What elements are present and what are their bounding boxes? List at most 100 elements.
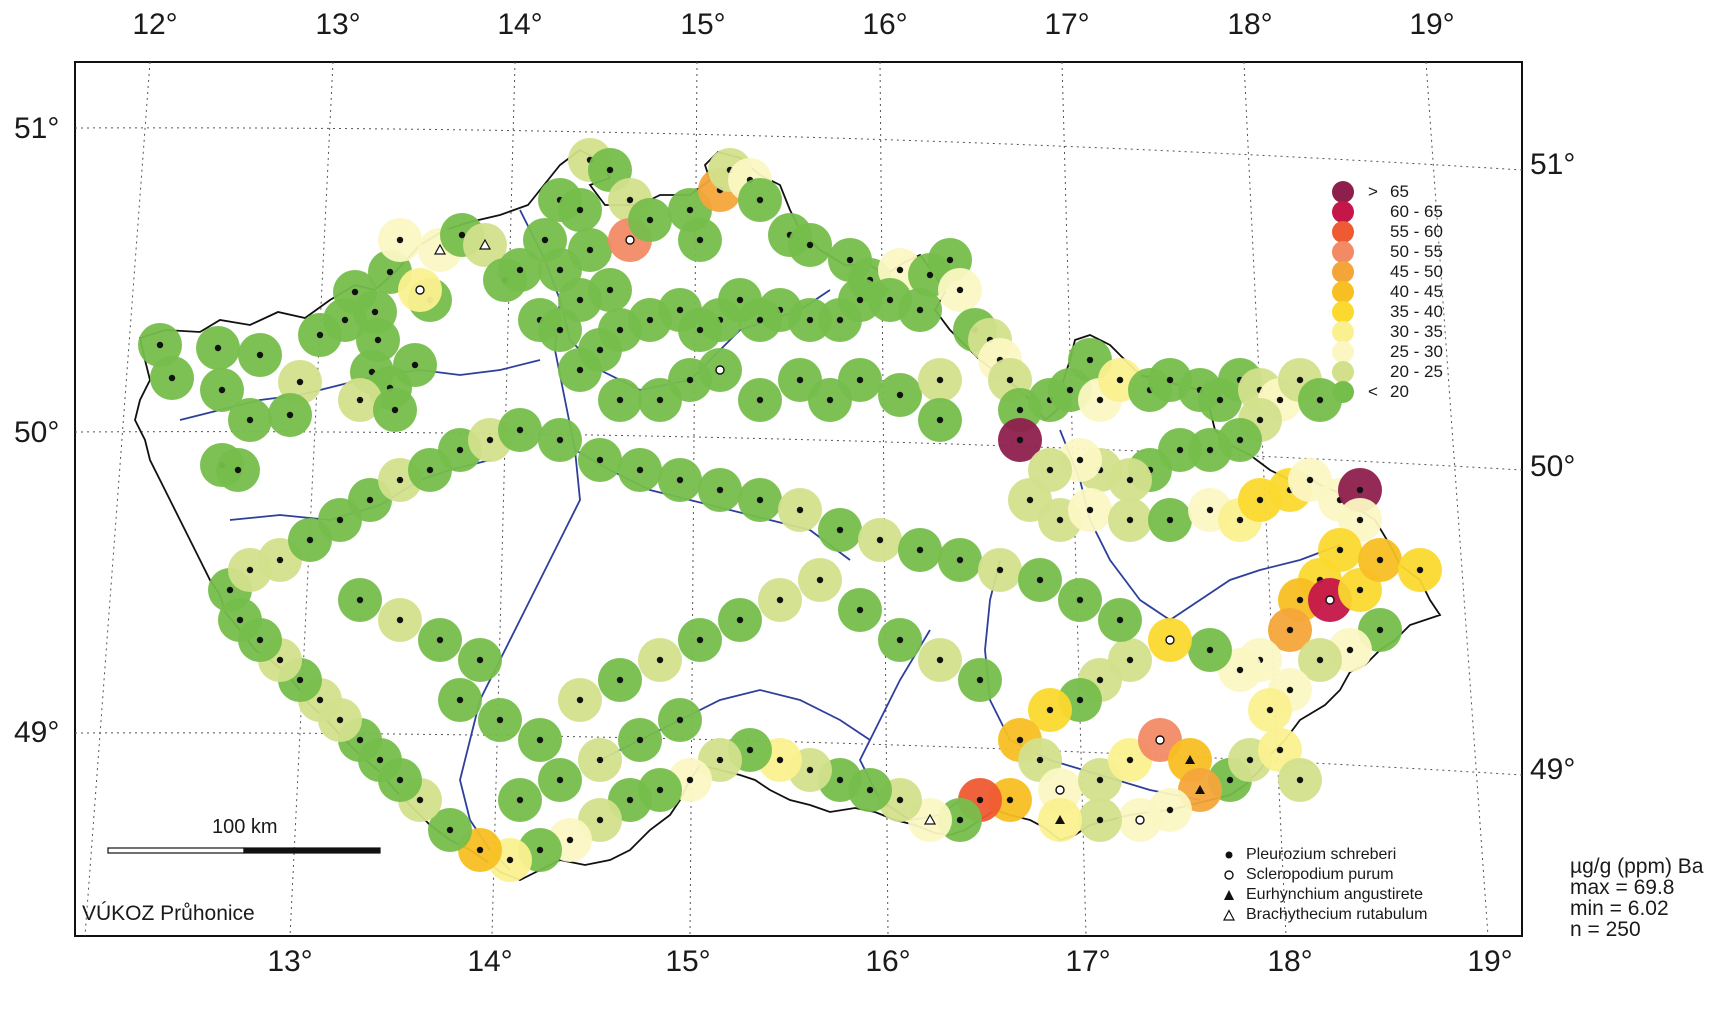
filled-circle-icon — [896, 266, 904, 274]
legend-row: <20 — [1332, 381, 1409, 403]
filled-circle-icon — [856, 296, 864, 304]
legend-operator: > — [1368, 182, 1378, 201]
filled-circle-icon — [341, 316, 349, 324]
legend-row: 30 - 35 — [1332, 321, 1443, 343]
bottom-lon-label-13: 13° — [267, 945, 313, 978]
species-name: Pleurozium schreberi — [1246, 846, 1397, 863]
filled-circle-icon — [806, 316, 814, 324]
filled-circle-icon — [886, 296, 894, 304]
filled-circle-icon — [1296, 776, 1304, 784]
filled-circle-icon — [916, 306, 924, 314]
filled-circle-icon — [896, 636, 904, 644]
filled-circle-icon — [1126, 516, 1134, 524]
filled-circle-icon — [1286, 626, 1294, 634]
filled-circle-icon — [1206, 646, 1214, 654]
filled-circle-icon — [446, 826, 454, 834]
filled-circle-icon — [576, 366, 584, 374]
filled-circle-icon — [676, 476, 684, 484]
legend-swatch — [1332, 201, 1354, 223]
filled-circle-icon — [716, 486, 724, 494]
filled-circle-icon — [556, 326, 564, 334]
filled-circle-icon — [776, 756, 784, 764]
filled-circle-icon — [686, 376, 694, 384]
legend-swatch — [1332, 361, 1354, 383]
filled-circle-icon — [896, 391, 904, 399]
filled-circle-icon — [476, 846, 484, 854]
filled-circle-icon — [1006, 376, 1014, 384]
filled-circle-icon — [636, 736, 644, 744]
filled-circle-icon — [846, 256, 854, 264]
legend-range: 30 - 35 — [1390, 322, 1443, 341]
filled-circle-icon — [1206, 446, 1214, 454]
filled-circle-icon — [736, 616, 744, 624]
filled-circle-icon — [556, 266, 564, 274]
filled-circle-icon — [1096, 776, 1104, 784]
filled-circle-icon — [606, 166, 614, 174]
filled-circle-icon — [776, 596, 784, 604]
filled-circle-icon — [371, 308, 379, 316]
legend-row: 20 - 25 — [1332, 361, 1443, 383]
filled-circle-icon — [356, 596, 364, 604]
n-line: n = 250 — [1570, 918, 1641, 941]
filled-circle-icon — [506, 856, 514, 864]
filled-circle-icon — [1066, 386, 1074, 394]
filled-circle-icon — [556, 436, 564, 444]
filled-circle-icon — [716, 756, 724, 764]
filled-circle-icon — [756, 496, 764, 504]
legend-swatch — [1332, 341, 1354, 363]
open-circle-icon — [1055, 785, 1065, 795]
filled-circle-icon — [696, 636, 704, 644]
right-lat-label-50: 50° — [1530, 450, 1576, 483]
filled-triangle-icon — [1055, 815, 1065, 824]
filled-circle-icon — [541, 236, 549, 244]
filled-circle-icon — [516, 426, 524, 434]
filled-circle-icon — [366, 496, 374, 504]
filled-circle-icon — [816, 576, 824, 584]
legend-range: 65 — [1390, 182, 1409, 201]
filled-circle-icon — [596, 756, 604, 764]
filled-circle-icon — [246, 416, 254, 424]
filled-circle-icon — [411, 361, 419, 369]
filled-circle-icon — [1236, 436, 1244, 444]
open-triangle-icon — [1220, 909, 1238, 921]
filled-circle-icon — [936, 416, 944, 424]
filled-circle-icon — [896, 796, 904, 804]
filled-circle-icon — [576, 206, 584, 214]
filled-circle-icon — [276, 556, 284, 564]
open-circle-icon — [1220, 869, 1238, 881]
filled-circle-icon — [1276, 746, 1284, 754]
filled-triangle-icon — [1185, 755, 1195, 764]
bottom-lon-label-16: 16° — [865, 945, 911, 978]
top-lon-label-16: 16° — [862, 8, 908, 41]
filled-circle-icon — [1126, 476, 1134, 484]
filled-circle-icon — [1236, 666, 1244, 674]
filled-circle-icon — [168, 374, 176, 382]
filled-circle-icon — [1256, 416, 1264, 424]
filled-circle-icon — [1086, 356, 1094, 364]
open-triangle-icon — [433, 243, 447, 255]
map-frame — [74, 61, 1523, 937]
filled-circle-icon — [1266, 706, 1274, 714]
filled-circle-icon — [1076, 596, 1084, 604]
filled-circle-icon — [566, 836, 574, 844]
filled-triangle-icon — [1220, 889, 1238, 901]
filled-circle-icon — [416, 796, 424, 804]
top-lon-label-12: 12° — [132, 8, 178, 41]
filled-circle-icon — [636, 466, 644, 474]
filled-circle-icon — [626, 196, 634, 204]
top-lon-label-19: 19° — [1409, 8, 1455, 41]
filled-circle-icon — [376, 756, 384, 764]
filled-circle-icon — [234, 466, 242, 474]
filled-circle-icon — [1166, 376, 1174, 384]
min-line: min = 6.02 — [1570, 897, 1669, 920]
species-row: Brachythecium rutabulum — [1220, 906, 1427, 924]
legend-range: 50 - 55 — [1390, 242, 1443, 261]
legend-operator: < — [1368, 382, 1378, 401]
right-lat-label-51: 51° — [1530, 148, 1576, 181]
open-circle-icon — [415, 285, 425, 295]
filled-circle-icon — [1026, 496, 1034, 504]
filled-circle-icon — [806, 766, 814, 774]
filled-circle-icon — [686, 206, 694, 214]
filled-circle-icon — [856, 606, 864, 614]
filled-circle-icon — [656, 656, 664, 664]
